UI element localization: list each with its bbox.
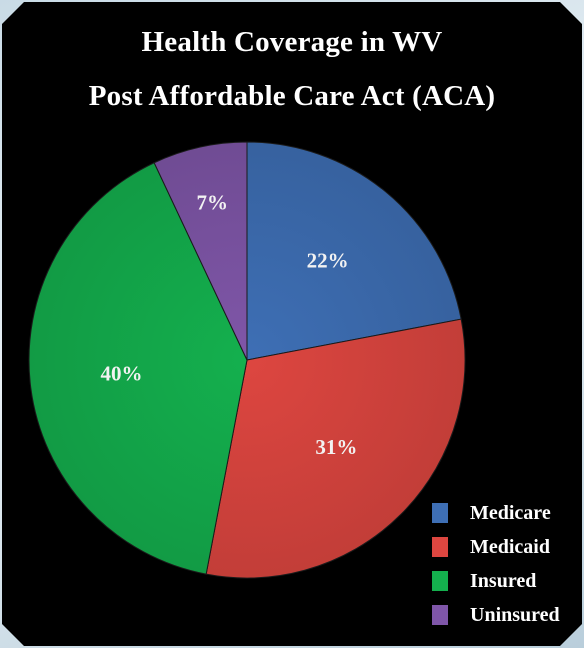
legend-swatch-uninsured bbox=[432, 605, 448, 625]
legend-label-insured: Insured bbox=[470, 569, 537, 592]
legend-label-uninsured: Uninsured bbox=[470, 603, 560, 626]
legend-item-uninsured: Uninsured bbox=[432, 598, 560, 632]
legend-label-medicaid: Medicaid bbox=[470, 535, 550, 558]
slice-label-medicaid: 31% bbox=[315, 435, 357, 459]
pie-slice-medicare bbox=[246, 141, 462, 361]
legend: Medicare Medicaid Insured Uninsured bbox=[432, 496, 560, 632]
legend-swatch-insured bbox=[432, 571, 448, 591]
pie-slice-medicaid bbox=[205, 318, 466, 579]
slice-label-uninsured: 7% bbox=[197, 191, 229, 215]
legend-item-insured: Insured bbox=[432, 564, 560, 598]
pie-slice-insured bbox=[28, 162, 248, 575]
legend-swatch-medicaid bbox=[432, 537, 448, 557]
legend-item-medicare: Medicare bbox=[432, 496, 560, 530]
legend-swatch-medicare bbox=[432, 503, 448, 523]
slice-label-insured: 40% bbox=[101, 362, 143, 386]
chart-subtitle: Post Affordable Care Act (ACA) bbox=[88, 80, 496, 112]
pie-slice-uninsured bbox=[153, 141, 248, 361]
legend-item-medicaid: Medicaid bbox=[432, 530, 560, 564]
slice-label-medicare: 22% bbox=[307, 248, 349, 272]
legend-label-medicare: Medicare bbox=[470, 501, 551, 524]
chart-title: Health Coverage in WV bbox=[141, 26, 443, 58]
